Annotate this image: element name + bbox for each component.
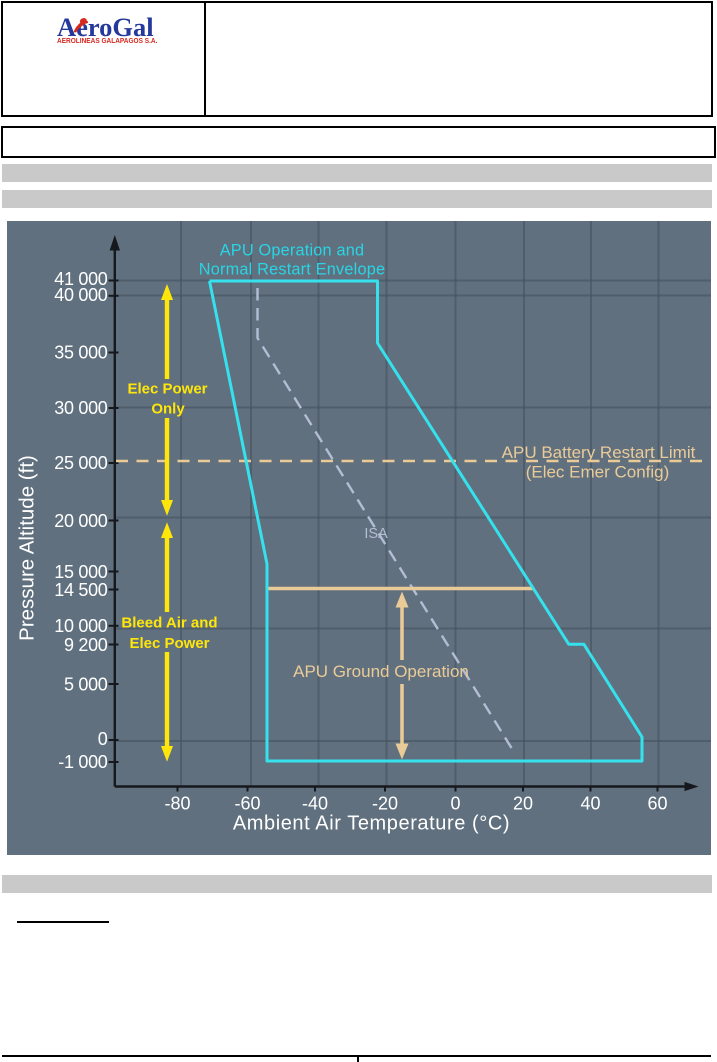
svg-text:(Elec Emer Config): (Elec Emer Config): [526, 463, 670, 482]
svg-text:14 500: 14 500: [54, 580, 108, 600]
svg-text:Ambient Air Temperature (°C): Ambient Air Temperature (°C): [233, 813, 510, 835]
svg-text:APU Ground Operation: APU Ground Operation: [293, 662, 469, 681]
svg-text:20 000: 20 000: [54, 511, 108, 531]
svg-text:APU Battery Restart Limit: APU Battery Restart Limit: [502, 443, 696, 462]
svg-text:-40: -40: [302, 794, 328, 814]
svg-text:5 000: 5 000: [64, 675, 108, 695]
svg-text:10 000: 10 000: [54, 616, 108, 636]
svg-text:ISA: ISA: [364, 526, 388, 542]
svg-text:-80: -80: [164, 794, 190, 814]
svg-text:Normal Restart Envelope: Normal Restart Envelope: [199, 261, 385, 279]
svg-text:Elec Power: Elec Power: [129, 635, 209, 652]
svg-text:Bleed Air and: Bleed Air and: [121, 615, 217, 632]
svg-text:40 000: 40 000: [54, 285, 108, 305]
svg-text:APU Operation and: APU Operation and: [220, 242, 365, 260]
svg-text:15 000: 15 000: [54, 562, 108, 582]
svg-text:41 000: 41 000: [54, 269, 108, 289]
svg-text:35 000: 35 000: [54, 343, 108, 363]
svg-text:9 200: 9 200: [64, 635, 108, 655]
svg-text:25 000: 25 000: [54, 453, 108, 473]
svg-text:-1 000: -1 000: [58, 752, 108, 772]
svg-text:Only: Only: [151, 401, 185, 418]
svg-text:30 000: 30 000: [54, 398, 108, 418]
svg-text:60: 60: [647, 794, 667, 814]
svg-text:Pressure Altitude (ft): Pressure Altitude (ft): [16, 455, 39, 641]
svg-text:0: 0: [450, 794, 460, 814]
svg-text:-20: -20: [372, 794, 398, 814]
svg-text:20: 20: [513, 794, 533, 814]
svg-text:0: 0: [98, 729, 108, 749]
svg-text:-60: -60: [234, 794, 260, 814]
svg-text:Elec Power: Elec Power: [127, 381, 207, 398]
svg-text:40: 40: [580, 794, 600, 814]
